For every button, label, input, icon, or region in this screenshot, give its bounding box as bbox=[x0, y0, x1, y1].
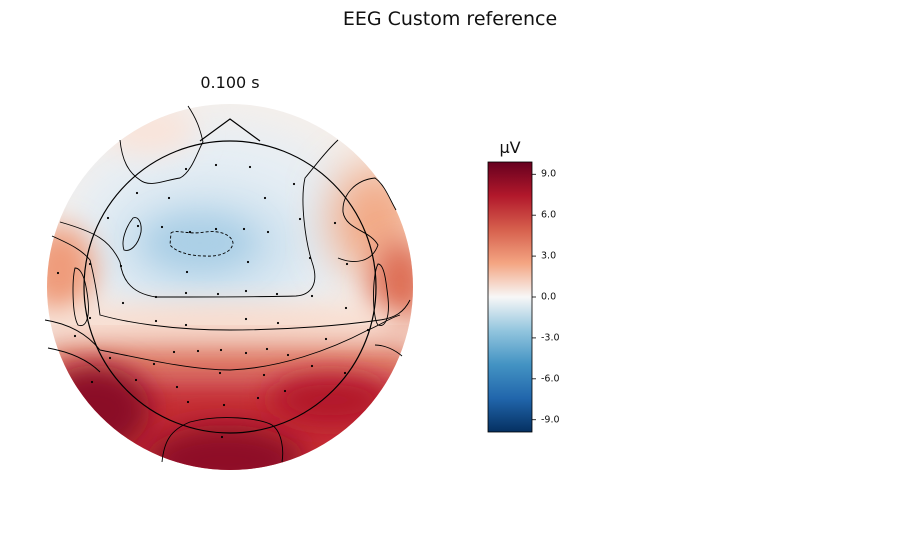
sensor-point bbox=[344, 306, 348, 310]
sensor-point bbox=[135, 191, 139, 195]
sensor-point bbox=[88, 316, 92, 320]
sensor-point bbox=[218, 371, 222, 375]
sensor-point bbox=[333, 221, 337, 225]
sensor-point bbox=[73, 334, 77, 338]
sensor-point bbox=[244, 317, 248, 321]
sensor-point bbox=[283, 389, 287, 393]
colorbar-tick-label: 9.0 bbox=[541, 168, 557, 180]
sensor-point bbox=[220, 435, 224, 439]
sensor-point bbox=[343, 371, 347, 375]
nose-outline bbox=[199, 118, 261, 142]
sensor-point bbox=[286, 353, 290, 357]
sensor-point bbox=[345, 262, 349, 266]
sensor-point bbox=[298, 217, 302, 221]
negative-contour bbox=[169, 231, 234, 257]
sensor-point bbox=[88, 262, 92, 266]
sensor-point bbox=[262, 373, 266, 377]
sensor-point bbox=[310, 364, 314, 368]
sensor-point bbox=[185, 270, 189, 274]
figure-title: EEG Custom reference bbox=[342, 8, 558, 30]
sensor-point bbox=[175, 385, 179, 389]
colorbar-tick-label: 0.0 bbox=[541, 291, 557, 303]
sensor-point bbox=[152, 362, 156, 366]
sensor-point bbox=[167, 196, 171, 200]
sensor-point bbox=[172, 350, 176, 354]
sensor-point bbox=[242, 227, 246, 231]
contour-lines bbox=[44, 105, 411, 463]
sensor-point bbox=[275, 292, 279, 296]
colorbar-tick-label: 6.0 bbox=[541, 209, 557, 221]
sensor-point bbox=[154, 295, 158, 299]
sensor-point bbox=[216, 292, 220, 296]
sensor-point bbox=[154, 319, 158, 323]
sensor-point bbox=[366, 328, 370, 332]
sensor-point bbox=[184, 291, 188, 295]
sensor-point bbox=[292, 182, 296, 186]
sensor-point bbox=[214, 227, 218, 231]
head-outline bbox=[83, 140, 377, 434]
sensor-point bbox=[222, 403, 226, 407]
sensor-point bbox=[119, 264, 123, 268]
sensor-point bbox=[324, 337, 328, 341]
sensor-point bbox=[136, 224, 140, 228]
sensor-point bbox=[160, 225, 164, 229]
colorbar-tick-label: -6.0 bbox=[541, 373, 560, 385]
colorbar-tick-label: -9.0 bbox=[541, 414, 560, 426]
sensor-point bbox=[106, 216, 110, 220]
sensor-point bbox=[108, 356, 112, 360]
sensor-point bbox=[308, 256, 312, 260]
sensor-point bbox=[246, 260, 250, 264]
sensor-point bbox=[265, 347, 269, 351]
sensor-point bbox=[186, 400, 190, 404]
sensor-point bbox=[184, 167, 188, 171]
sensor-point bbox=[248, 165, 252, 169]
sensor-point bbox=[256, 396, 260, 400]
sensor-markers bbox=[56, 163, 370, 439]
sensor-point bbox=[90, 380, 94, 384]
colorbar-unit: µV bbox=[499, 138, 521, 157]
colorbar-tick-label: -3.0 bbox=[541, 332, 560, 344]
sensor-point bbox=[196, 349, 200, 353]
colorbar-tick-marks bbox=[532, 173, 536, 421]
topomap-field bbox=[47, 104, 413, 470]
colorbar bbox=[487, 161, 533, 433]
sensor-point bbox=[219, 348, 223, 352]
sensor-point bbox=[184, 323, 188, 327]
sensor-point bbox=[121, 301, 125, 305]
sensor-point bbox=[188, 230, 192, 234]
sensor-point bbox=[263, 196, 267, 200]
sensor-point bbox=[244, 351, 248, 355]
sensor-point bbox=[56, 271, 60, 275]
sensor-point bbox=[214, 163, 218, 167]
sensor-point bbox=[276, 321, 280, 325]
topomap-title: 0.100 s bbox=[200, 73, 260, 92]
sensor-point bbox=[310, 294, 314, 298]
sensor-point bbox=[134, 378, 138, 382]
sensor-point bbox=[266, 230, 270, 234]
sensor-point bbox=[244, 289, 248, 293]
colorbar-tick-label: 3.0 bbox=[541, 250, 557, 262]
